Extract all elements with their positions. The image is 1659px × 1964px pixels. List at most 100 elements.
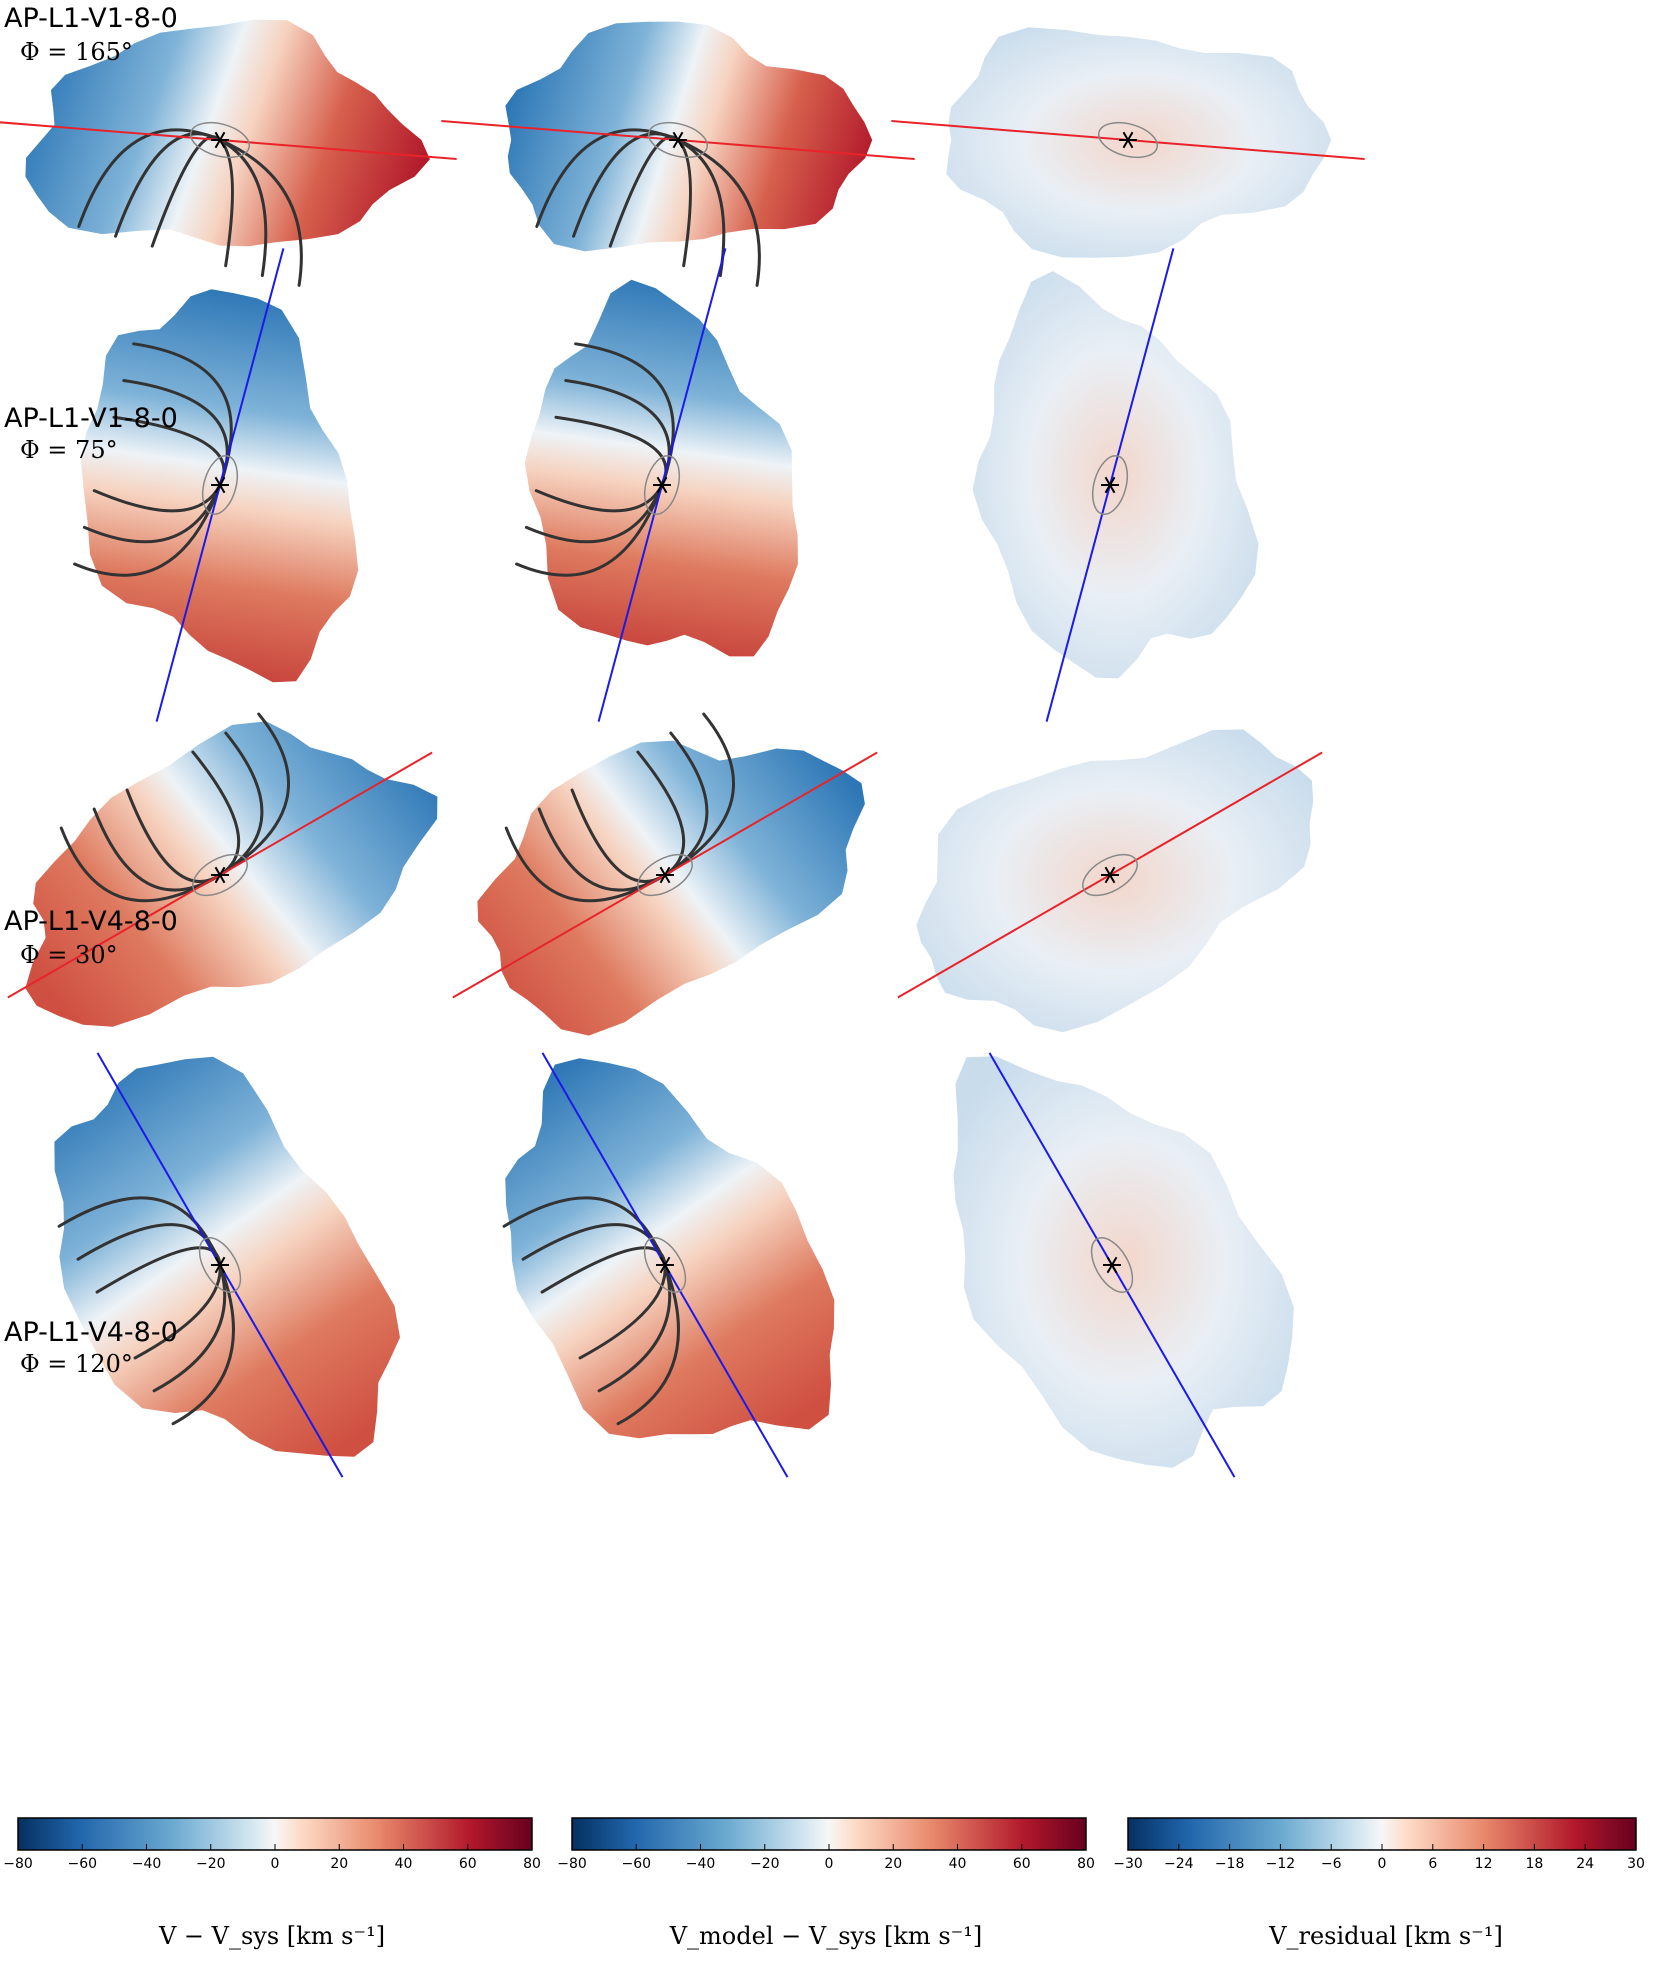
contour-r4-c1 <box>171 1263 235 1426</box>
velocity-map-r1-c2 <box>505 21 873 252</box>
contour-r2-c1 <box>82 483 222 544</box>
colorbar-2-label: V_model − V_sys [km s⁻¹] <box>669 1922 983 1950</box>
velocity-map-r3-c1 <box>25 721 438 1027</box>
velocity-map-r4-c2 <box>505 1058 835 1439</box>
contour-r1-c1 <box>77 128 222 228</box>
row-1-model-label: AP-L1-V1-8-0 <box>4 3 178 34</box>
row-1-phi-label: Φ = 165° <box>20 38 133 66</box>
colorbar-2-tick-label: 0 <box>824 1856 834 1872</box>
center-ellipse-r1-c2 <box>647 121 709 159</box>
center-ellipse-r4-c2 <box>643 1237 687 1293</box>
colorbar-2-tick-label: 80 <box>1077 1856 1095 1872</box>
velocity-map-r4-c1 <box>54 1056 401 1457</box>
center-ellipse-r3-c2 <box>637 853 693 897</box>
colorbar-1-tick-label: 0 <box>270 1856 280 1872</box>
colorbar-1-tick-label: 60 <box>458 1856 477 1872</box>
center-marker-r3-c1 <box>214 866 226 884</box>
contour-r4-c1 <box>133 1263 222 1360</box>
colorbar-3-tick-label: −6 <box>1320 1856 1342 1872</box>
contour-r3-c2 <box>504 826 667 903</box>
colorbar-1-tick-label: 80 <box>523 1856 541 1872</box>
center-marker-r3-c3 <box>1104 866 1116 884</box>
row-3-phi-label: Φ = 30° <box>20 941 118 969</box>
velocity-map-r2-c3 <box>972 271 1259 679</box>
center-ellipse-r2-c2 <box>643 454 681 516</box>
row-4-phi-label: Φ = 120° <box>20 1350 133 1378</box>
colorbar-1-tick-label: −60 <box>67 1856 98 1872</box>
colorbar-3-tick-label: −18 <box>1214 1856 1245 1872</box>
center-ellipse-r4-c3 <box>1090 1237 1134 1293</box>
velocity-map-r3-c3 <box>916 729 1314 1033</box>
colorbar-3-label: V_residual [km s⁻¹] <box>1269 1922 1503 1950</box>
contour-r1-c2 <box>676 138 726 278</box>
center-marker-r2-c3 <box>1104 476 1116 494</box>
colorbar-3-tick-label: 18 <box>1525 1856 1544 1872</box>
contour-r4-c1 <box>57 1196 222 1267</box>
center-ellipse-r2-c3 <box>1091 454 1129 516</box>
row-2-model-label: AP-L1-V1-8-0 <box>4 403 178 434</box>
colorbar-1-tick-label: 40 <box>394 1856 413 1872</box>
velocity-map-r1-c3 <box>946 27 1332 258</box>
colorbar-2-tick-label: 40 <box>948 1856 967 1872</box>
colorbar-3-tick-label: 6 <box>1428 1856 1438 1872</box>
contour-r3-c1 <box>125 788 222 883</box>
center-marker-r4-c3 <box>1106 1256 1118 1274</box>
colorbar-3-tick-label: −12 <box>1265 1856 1296 1872</box>
center-marker-r2-c2 <box>656 476 668 494</box>
center-marker-r1-c3 <box>1122 131 1134 149</box>
colorbar-2-tick-label: −60 <box>621 1856 652 1872</box>
center-marker-r1-c2 <box>672 131 684 149</box>
contour-r4-c2 <box>597 1263 672 1393</box>
contour-r1-c1 <box>218 138 303 287</box>
colorbar-2-tick-label: 60 <box>1012 1856 1031 1872</box>
contour-r4-c1 <box>152 1263 227 1393</box>
contour-r3-c2 <box>537 807 667 892</box>
colorbar-1-tick-label: −80 <box>3 1856 33 1872</box>
contour-r4-c2 <box>616 1263 680 1426</box>
contour-r4-c2 <box>502 1196 667 1267</box>
contour-r2-c2 <box>534 483 664 513</box>
center-ellipse-r1-c3 <box>1097 121 1159 159</box>
center-marker-r2-c1 <box>214 476 226 494</box>
contour-r3-c1 <box>59 826 222 903</box>
colorbar-3-tick-label: 30 <box>1627 1856 1645 1872</box>
row-2-phi-label: Φ = 75° <box>20 436 118 464</box>
velocity-map-r3-c2 <box>477 740 865 1036</box>
center-marker-r1-c1 <box>214 131 226 149</box>
center-marker-r4-c2 <box>659 1256 671 1274</box>
colorbar-2-tick-label: −40 <box>685 1856 716 1872</box>
contour-r2-c2 <box>524 483 664 544</box>
colorbar-2-tick-label: −20 <box>749 1856 780 1872</box>
center-ellipse-r3-c1 <box>192 853 248 897</box>
colorbar-3-tick-label: 12 <box>1474 1856 1493 1872</box>
contour-r3-c2 <box>570 788 667 883</box>
center-marker-r3-c2 <box>659 866 671 884</box>
contour-r1-c1 <box>218 138 268 278</box>
colorbar-2-tick-label: 20 <box>884 1856 903 1872</box>
velocity-map-r2-c2 <box>524 279 798 657</box>
contour-r1-c2 <box>676 138 761 287</box>
colorbar-3-tick-label: −24 <box>1164 1856 1194 1872</box>
velocity-map-r4-c3 <box>953 1056 1294 1468</box>
center-ellipse-r3-c3 <box>1082 853 1138 897</box>
velocity-map-r1-c1 <box>25 19 430 247</box>
contour-r2-c1 <box>92 483 222 513</box>
row-3-model-label: AP-L1-V4-8-0 <box>4 906 178 937</box>
colorbar-1-tick-label: −40 <box>131 1856 162 1872</box>
colorbar-3-tick-label: 0 <box>1377 1856 1387 1872</box>
center-ellipse-r2-c1 <box>201 454 239 516</box>
center-marker-r4-c1 <box>214 1256 226 1274</box>
contour-r1-c2 <box>535 128 680 228</box>
center-ellipse-r4-c1 <box>198 1237 242 1293</box>
colorbar-1-label: V − V_sys [km s⁻¹] <box>158 1922 386 1950</box>
colorbar-1-tick-label: 20 <box>330 1856 349 1872</box>
contour-r4-c2 <box>578 1263 667 1360</box>
colorbar-2-tick-label: −80 <box>557 1856 587 1872</box>
row-4-model-label: AP-L1-V4-8-0 <box>4 1317 178 1348</box>
colorbar-3-tick-label: −30 <box>1113 1856 1143 1872</box>
colorbar-1-tick-label: −20 <box>195 1856 226 1872</box>
contour-r3-c1 <box>92 807 222 892</box>
colorbar-3-tick-label: 24 <box>1576 1856 1595 1872</box>
